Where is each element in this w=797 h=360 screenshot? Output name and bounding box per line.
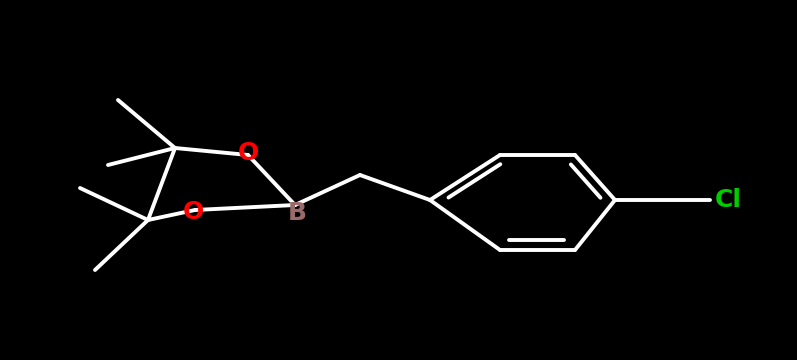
Text: Cl: Cl xyxy=(714,188,741,212)
Text: O: O xyxy=(238,141,258,165)
Text: B: B xyxy=(288,201,307,225)
Text: O: O xyxy=(183,200,203,224)
